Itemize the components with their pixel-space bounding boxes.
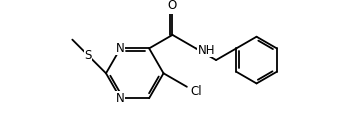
Text: S: S — [85, 49, 92, 62]
Text: Cl: Cl — [190, 85, 202, 98]
Text: NH: NH — [198, 44, 215, 57]
Text: N: N — [116, 42, 125, 55]
Text: N: N — [116, 92, 125, 105]
Text: O: O — [168, 0, 177, 12]
